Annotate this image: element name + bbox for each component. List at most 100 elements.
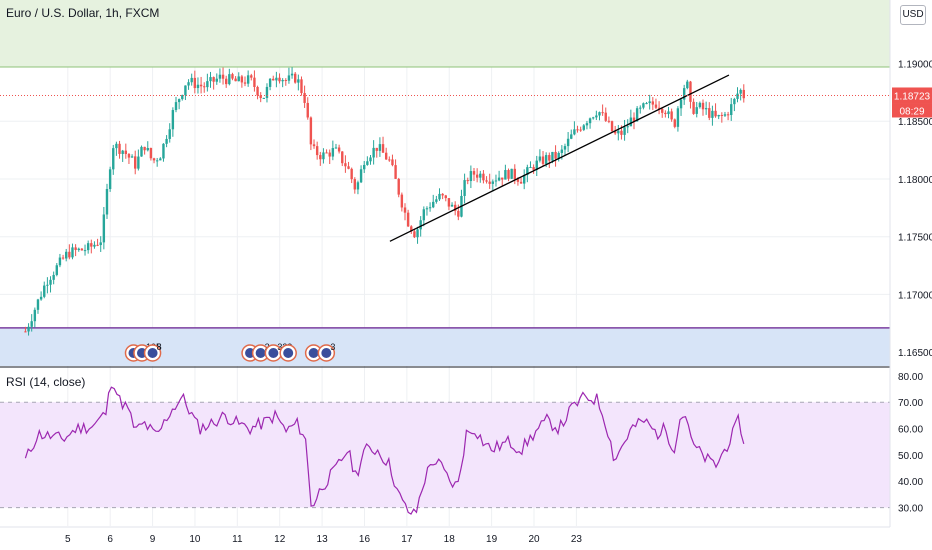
candle-body: [388, 159, 391, 161]
candle-body: [673, 119, 676, 127]
candle-body: [137, 156, 140, 169]
time-tick-label: 18: [444, 534, 456, 545]
candle-body: [482, 173, 485, 181]
candle-body: [30, 321, 33, 327]
countdown-label: 08:29: [899, 106, 924, 117]
candle-body: [629, 117, 633, 127]
candle-body: [529, 167, 532, 169]
time-tick-label: 6: [107, 534, 113, 545]
price-tick-label: 1.16500: [898, 348, 932, 359]
candle-body: [287, 75, 291, 81]
candle-body: [337, 147, 341, 152]
candle-body: [309, 117, 313, 145]
rsi-band: [0, 402, 890, 508]
candle-body: [548, 155, 551, 161]
candle-body: [604, 112, 607, 121]
candle-body: [450, 204, 454, 207]
candle-body: [698, 102, 702, 108]
candle-body: [372, 147, 375, 158]
candle-body: [102, 214, 106, 243]
candle-body: [196, 84, 200, 89]
candle-body: [714, 110, 717, 117]
time-tick-label: 13: [317, 534, 329, 545]
candle-body: [422, 209, 426, 221]
candle-body: [403, 207, 407, 213]
candle-body: [730, 104, 733, 115]
candle-body: [105, 189, 109, 215]
currency-button[interactable]: USD: [900, 5, 926, 25]
price-tick-label: 1.17500: [898, 233, 932, 244]
candle-body: [268, 78, 272, 87]
candle-body: [206, 81, 209, 88]
candle-body: [275, 77, 278, 81]
candle-body: [679, 99, 683, 109]
candle-body: [516, 179, 520, 182]
candle-body: [472, 171, 476, 175]
trendline[interactable]: [389, 74, 730, 242]
candle-body: [259, 95, 262, 99]
candle-body: [52, 274, 55, 280]
candle-body: [24, 331, 27, 333]
candle-body: [224, 78, 228, 85]
rsi-tick-label: 80.00: [898, 372, 923, 383]
candle-body: [341, 151, 344, 164]
candle-body: [479, 173, 482, 178]
economic-event-flag-icon: [283, 348, 294, 358]
candle-body: [162, 143, 165, 159]
candle-body: [513, 168, 516, 180]
candle-body: [315, 146, 319, 156]
candle-body: [86, 243, 90, 251]
candle-body: [168, 129, 171, 139]
candle-body: [723, 114, 727, 116]
candle-body: [294, 73, 297, 83]
candle-body: [635, 108, 639, 122]
candle-body: [736, 93, 739, 99]
candle-body: [334, 147, 338, 149]
candle-body: [416, 229, 419, 238]
candle-body: [369, 157, 372, 162]
candle-body: [708, 108, 711, 118]
candle-body: [322, 152, 325, 160]
rsi-tick-label: 40.00: [898, 477, 923, 488]
candle-body: [676, 108, 680, 127]
candle-body: [265, 86, 269, 98]
candle-body: [701, 102, 705, 110]
candle-body: [118, 143, 121, 154]
candle-body: [243, 82, 247, 84]
candle-body: [240, 76, 244, 83]
candle-body: [190, 77, 193, 83]
candle-body: [115, 143, 118, 149]
candle-body: [661, 108, 664, 113]
time-tick-label: 17: [401, 534, 413, 545]
candle-body: [344, 163, 347, 167]
candle-body: [80, 248, 84, 251]
candle-body: [152, 158, 156, 161]
candle-body: [130, 156, 134, 158]
candle-body: [171, 110, 175, 130]
candle-body: [284, 80, 287, 82]
candle-body: [39, 296, 43, 300]
economic-event-flag-icon: [321, 348, 332, 358]
candle-body: [566, 138, 570, 147]
rsi-tick-label: 50.00: [898, 451, 923, 462]
time-tick-label: 5: [65, 534, 71, 545]
candle-body: [692, 101, 695, 114]
candle-body: [74, 247, 77, 250]
candle-body: [253, 77, 256, 87]
candle-body: [601, 112, 604, 114]
candle-body: [639, 107, 642, 109]
candle-body: [43, 285, 46, 297]
price-tick-label: 1.17000: [898, 290, 932, 301]
resistance-zone: [0, 0, 890, 67]
candle-body: [682, 88, 686, 100]
candle-body: [428, 207, 432, 209]
candle-body: [353, 179, 357, 190]
candle-body: [579, 129, 582, 131]
candle-body: [538, 156, 542, 161]
candle-body: [507, 170, 510, 179]
candle-body: [657, 107, 661, 109]
candle-body: [607, 120, 611, 122]
candle-body: [359, 169, 363, 183]
time-tick-label: 19: [486, 534, 498, 545]
